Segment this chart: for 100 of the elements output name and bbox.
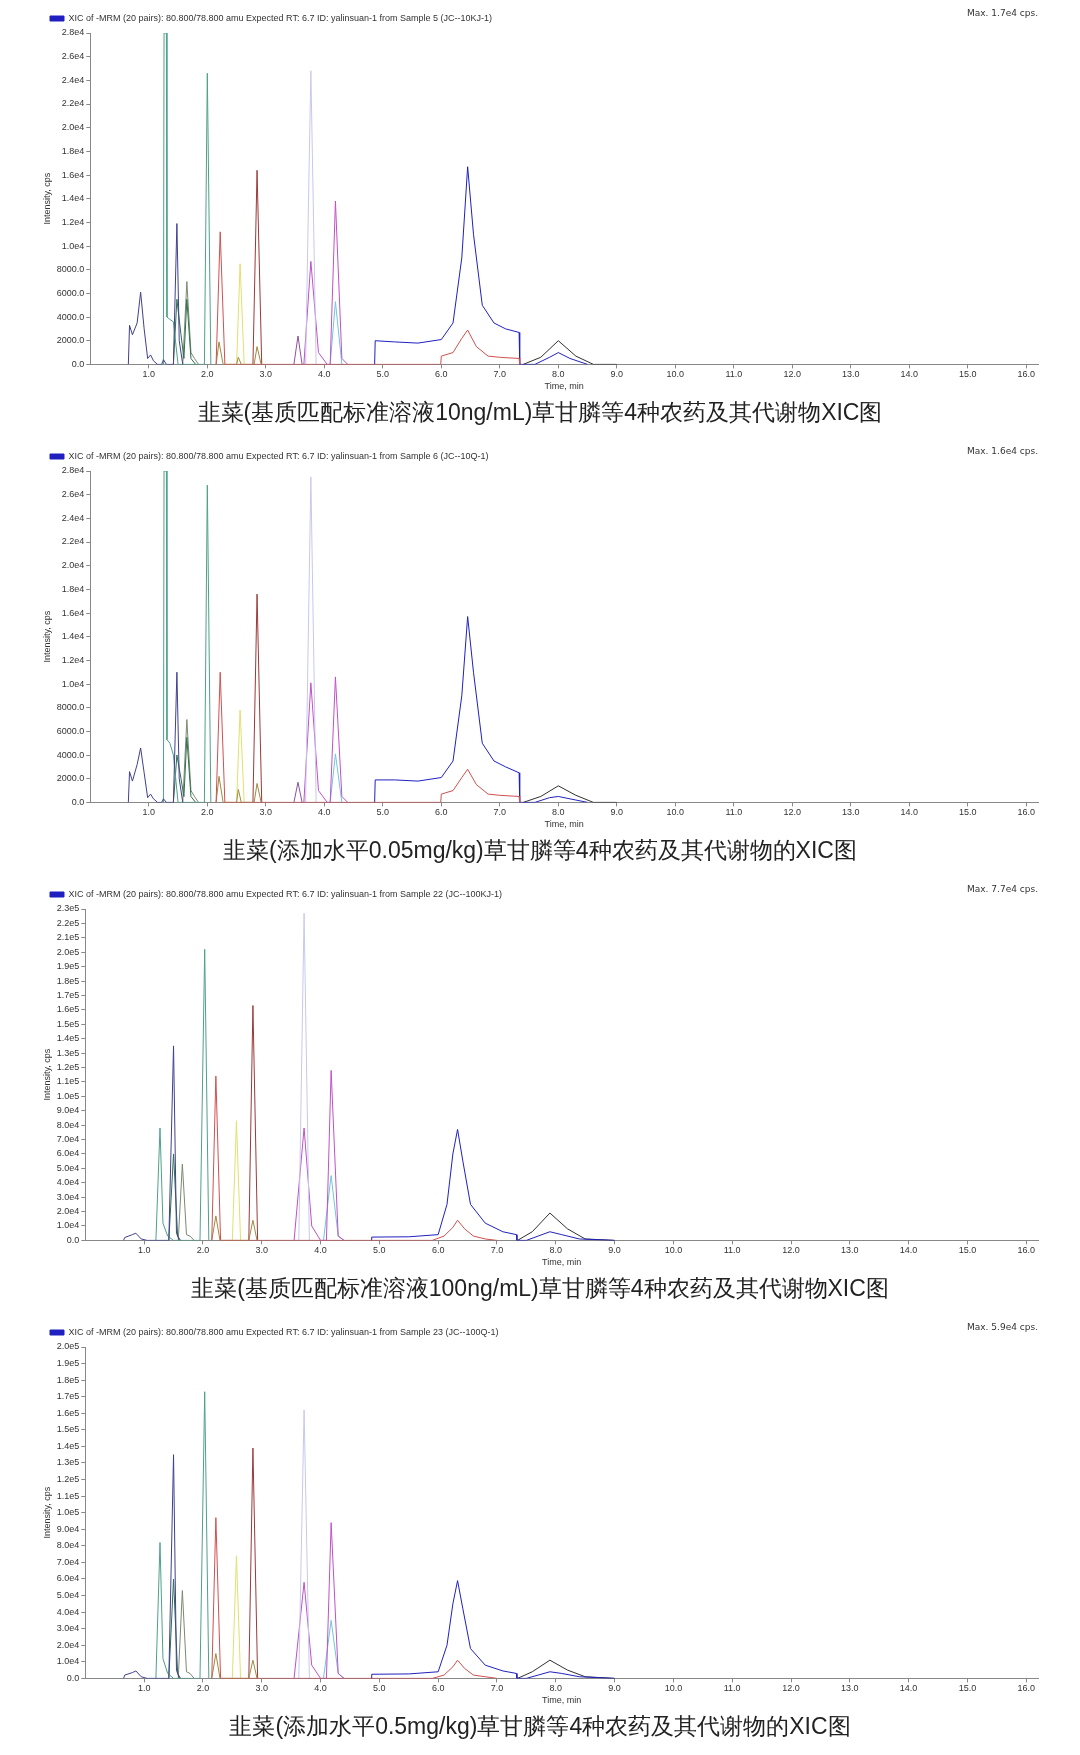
x-tick-label: 4.0: [314, 1245, 327, 1256]
y-tick-label: 2000.0: [56, 773, 85, 784]
y-tick-label: 4000.0: [56, 749, 85, 760]
x-tick-label: 10.0: [664, 1683, 683, 1694]
legend-label: XIC of -MRM (20 pairs): 80.800/78.800 amu Expected RT: 6.7 ID: yalinsuan-1 from Sample 6 (JC--10Q-1): [68, 450, 489, 461]
x-tick-label: 12.0: [783, 369, 802, 380]
y-tick-label: 1.3e5: [56, 1047, 80, 1058]
y-tick-label: 1.0e4: [61, 240, 85, 251]
x-tick-label: 12.0: [783, 807, 802, 818]
y-tick-label: 1.8e4: [61, 583, 85, 594]
text: 韭菜(基质匹配标准溶液100ng/mL)草甘膦等4种农药及其代谢物XIC图: [190, 1274, 890, 1303]
y-tick-label: 5.0e4: [56, 1162, 80, 1173]
legend-label: XIC of -MRM (20 pairs): 80.800/78.800 amu Expected RT: 6.7 ID: yalinsuan-1 from Sample 5 (JC--10KJ-1): [68, 12, 493, 23]
x-tick-label: 8.0: [549, 1245, 563, 1256]
y-tick-label: 8000.0: [56, 702, 85, 713]
y-tick-label: 1.1e5: [56, 1490, 80, 1501]
x-tick-label: 11.0: [723, 1683, 741, 1694]
x-tick-label: 3.0: [255, 1683, 268, 1694]
y-tick-label: 1.5e5: [56, 1424, 80, 1435]
y-tick-label: 7.0e4: [56, 1134, 80, 1145]
y-tick-label: 6000.0: [56, 725, 85, 736]
x-tick-label: 8.0: [552, 369, 565, 380]
x-tick-label: 7.0: [493, 369, 507, 380]
x-tick-label: 9.0: [608, 1683, 621, 1694]
text: Max. 7.7e4 cps.: [967, 884, 1038, 895]
x-tick-label: 8.0: [552, 807, 565, 818]
x-tick-label: 2.0: [196, 1683, 210, 1694]
y-tick-label: 2.6e4: [61, 51, 85, 62]
x-tick-label: 11.0: [723, 1245, 741, 1256]
x-tick-label: 10.0: [664, 1245, 683, 1256]
x-tick-label: 9.0: [608, 1245, 621, 1256]
y-axis-title: Intensity, cps: [41, 1486, 52, 1539]
x-tick-label: 5.0: [376, 369, 390, 380]
x-tick-label: 4.0: [314, 1683, 327, 1694]
y-tick-label: 1.0e4: [56, 1220, 80, 1231]
y-tick-label: 4.0e4: [56, 1606, 80, 1617]
y-tick-label: 5.0e4: [56, 1590, 80, 1601]
y-tick-label: 1.7e5: [56, 989, 80, 1000]
y-tick-label: 9.0e4: [56, 1105, 80, 1116]
x-tick-label: 5.0: [376, 807, 390, 818]
y-tick-label: 1.0e4: [61, 678, 85, 689]
x-tick-label: 2.0: [201, 369, 214, 380]
y-tick-label: 1.8e4: [61, 145, 85, 156]
y-tick-label: 2.0e4: [56, 1639, 80, 1650]
y-axis-title: Intensity, cps: [41, 172, 52, 225]
y-tick-label: 1.6e4: [61, 169, 85, 180]
x-tick-label: 1.0: [142, 807, 156, 818]
y-tick-label: 1.6e5: [56, 1407, 80, 1418]
x-tick-label: 12.0: [782, 1683, 800, 1694]
x-tick-label: 1.0: [142, 369, 156, 380]
x-tick-label: 13.0: [842, 369, 860, 380]
y-tick-label: 4.0e4: [56, 1177, 80, 1188]
x-axis-title: Time, min: [544, 381, 584, 392]
legend-label: XIC of -MRM (20 pairs): 80.800/78.800 amu Expected RT: 6.7 ID: yalinsuan-1 from Sample 22 (JC--100KJ-1): [68, 888, 503, 899]
text: 韭菜(添加水平0.05mg/kg)草甘膦等4种农药及其代谢物的XIC图: [222, 836, 858, 865]
x-tick-label: 6.0: [431, 1683, 445, 1694]
y-tick-label: 2.2e5: [56, 917, 80, 928]
y-tick-label: 1.6e5: [56, 1004, 80, 1015]
x-tick-label: 5.0: [373, 1683, 386, 1694]
y-tick-label: 1.9e5: [56, 961, 80, 972]
x-tick-label: 13.0: [841, 1245, 859, 1256]
y-tick-label: 2.0e5: [56, 1341, 80, 1352]
x-axis-title: Time, min: [542, 1257, 582, 1268]
y-tick-label: 1.8e5: [56, 975, 80, 986]
x-tick-label: 15.0: [959, 369, 977, 380]
x-tick-label: 13.0: [841, 1683, 859, 1694]
x-tick-label: 14.0: [899, 1245, 918, 1256]
y-tick-label: 1.1e5: [56, 1076, 80, 1087]
y-tick-label: 1.8e5: [56, 1374, 80, 1385]
y-tick-label: 1.3e5: [56, 1457, 80, 1468]
y-tick-label: 6.0e4: [56, 1148, 80, 1159]
y-tick-label: 1.4e5: [56, 1440, 80, 1451]
y-tick-label: 0.0: [66, 1672, 80, 1683]
y-tick-label: 8.0e4: [56, 1119, 80, 1130]
y-tick-label: 2.4e4: [61, 512, 85, 523]
x-tick-label: 8.0: [549, 1683, 563, 1694]
x-tick-label: 6.0: [431, 1245, 445, 1256]
x-tick-label: 16.0: [1017, 369, 1036, 380]
x-tick-label: 6.0: [435, 807, 448, 818]
y-tick-label: 1.9e5: [56, 1358, 80, 1369]
y-tick-label: 2.0e4: [61, 122, 85, 133]
y-tick-label: 2.6e4: [61, 489, 85, 500]
text: 韭菜(添加水平0.5mg/kg)草甘膦等4种农药及其代谢物的XIC图: [228, 1712, 852, 1741]
y-tick-label: 4000.0: [56, 311, 85, 322]
x-tick-label: 1.0: [137, 1683, 151, 1694]
x-tick-label: 3.0: [259, 369, 273, 380]
x-tick-label: 2.0: [201, 807, 214, 818]
x-tick-label: 10.0: [666, 369, 685, 380]
y-tick-label: 2.1e5: [56, 932, 80, 943]
y-tick-label: 7.0e4: [56, 1556, 80, 1567]
x-tick-label: 3.0: [259, 807, 273, 818]
x-tick-label: 14.0: [899, 1683, 918, 1694]
x-axis-title: Time, min: [542, 1695, 582, 1706]
y-tick-label: 0.0: [71, 796, 85, 807]
text: Max. 1.6e4 cps.: [967, 446, 1038, 457]
y-tick-label: 1.4e4: [61, 631, 85, 642]
y-tick-label: 1.4e5: [56, 1033, 80, 1044]
y-tick-label: 1.5e5: [56, 1018, 80, 1029]
y-tick-label: 0.0: [71, 358, 85, 369]
x-tick-label: 12.0: [782, 1245, 800, 1256]
